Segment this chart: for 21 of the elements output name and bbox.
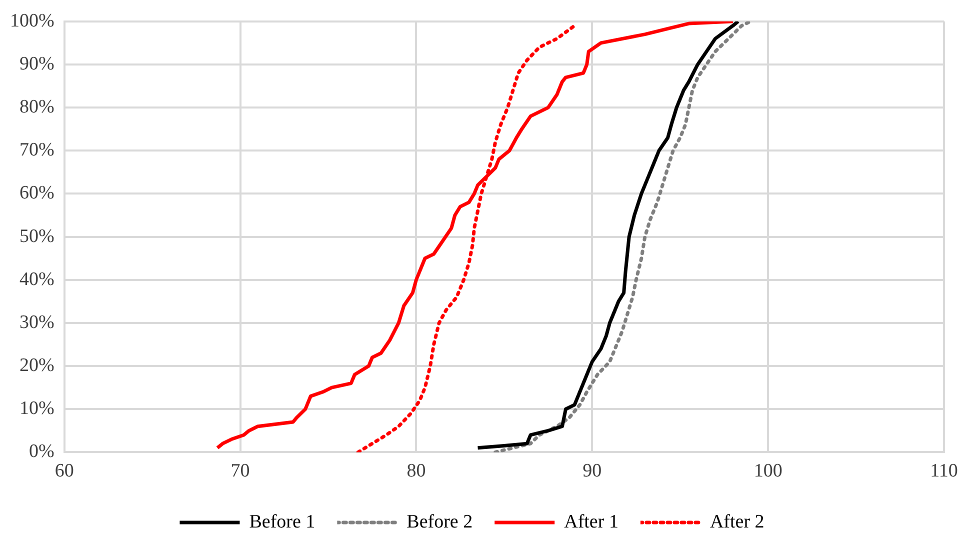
y-tick-label: 20% (20, 355, 54, 376)
y-tick-label: 50% (20, 226, 54, 247)
legend-label: Before 1 (249, 511, 316, 532)
y-tick-label: 90% (20, 53, 54, 74)
y-tick-label: 100% (10, 10, 54, 32)
legend-label: After 2 (710, 511, 764, 532)
y-tick-label: 40% (20, 268, 54, 290)
x-tick-label: 70 (230, 460, 250, 482)
y-tick-label: 60% (20, 182, 54, 204)
y-tick-label: 30% (20, 312, 54, 333)
x-tick-label: 110 (930, 460, 958, 482)
x-tick-label: 80 (406, 460, 426, 482)
y-tick-label: 0% (29, 441, 54, 462)
y-tick-label: 80% (20, 96, 54, 118)
x-tick-label: 90 (582, 460, 602, 482)
legend-label: After 1 (564, 511, 618, 532)
y-tick-label: 10% (20, 398, 54, 420)
x-tick-label: 100 (754, 460, 782, 482)
legend-label: Before 2 (406, 511, 473, 532)
x-tick-label: 60 (54, 460, 74, 482)
y-tick-label: 70% (20, 140, 54, 161)
